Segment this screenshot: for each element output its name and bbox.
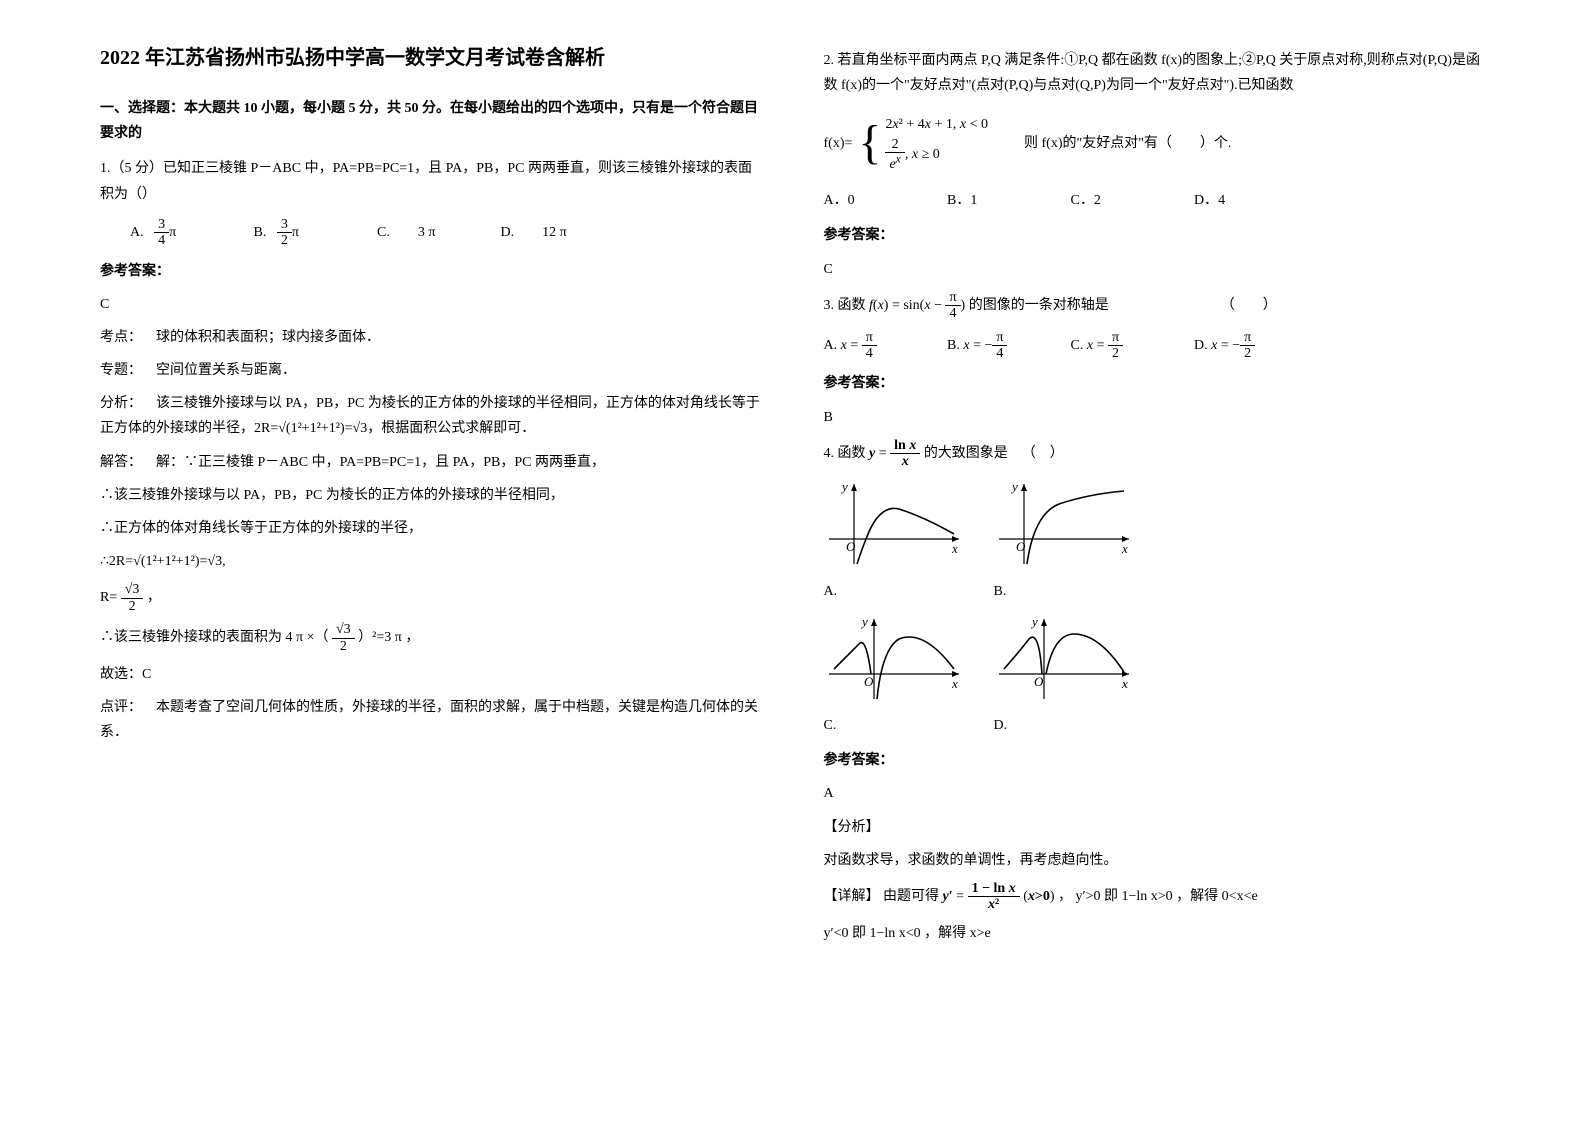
q3-answer: B xyxy=(824,405,1488,430)
q1-optB: B. 32π xyxy=(254,217,374,249)
svg-text:O: O xyxy=(846,539,856,554)
q4-answer-label: 参考答案： xyxy=(824,748,1488,773)
q1-jieda5: R= √32 ， xyxy=(100,582,764,614)
q2-fx: f(x)= { 2x² + 4x + 1, x < 0 2ex, x ≥ 0 则… xyxy=(824,106,1488,180)
page-title: 2022 年江苏省扬州市弘扬中学高一数学文月考试卷含解析 xyxy=(100,40,764,76)
q4-fenxi: 对函数求导，求函数的单调性，再考虑趋向性。 xyxy=(824,848,1488,873)
q1-answer-label: 参考答案： xyxy=(100,259,764,284)
q4-label-a: A. xyxy=(824,579,964,604)
q4-graphs-row2: O x y C. O x y D. xyxy=(824,614,1488,738)
svg-text:x: x xyxy=(1121,676,1128,691)
svg-text:O: O xyxy=(864,674,874,689)
q2-answer: C xyxy=(824,257,1488,282)
q2-options: A．0 B．1 C．2 D．4 xyxy=(824,188,1488,213)
q4-graph-c: O x y xyxy=(824,614,964,704)
q2-stem-a: 2. 若直角坐标平面内两点 P,Q 满足条件:①P,Q 都在函数 f(x)的图象… xyxy=(824,48,1488,98)
q1-optD: D. 12 π xyxy=(501,220,621,245)
q4-graph-d: O x y xyxy=(994,614,1134,704)
q1-stem: 1.（5 分）已知正三棱锥 P－ABC 中，PA=PB=PC=1，且 PA，PB… xyxy=(100,156,764,206)
q1-optC: C. 3 π xyxy=(377,220,497,245)
q3-stem: 3. 函数 f(x) = sin(x − π4) 的图像的一条对称轴是 （ ） xyxy=(824,290,1488,322)
q1-jieda3: ∴正方体的体对角线长等于正方体的外接球的半径， xyxy=(100,516,764,541)
q1-guxuan: 故选：C xyxy=(100,662,764,687)
svg-text:x: x xyxy=(951,676,958,691)
q4-label-b: B. xyxy=(994,579,1134,604)
svg-text:y: y xyxy=(860,614,868,629)
q4-stem: 4. 函数 y = ln xx 的大致图象是 （ ） xyxy=(824,438,1488,470)
q4-label-d: D. xyxy=(994,713,1134,738)
q4-xiangjie: 【详解】 由题可得 y′ = 1 − ln xx² (x>0) ， y′>0 即… xyxy=(824,881,1488,913)
q1-fenxi: 分析： 该三棱锥外接球与以 PA，PB，PC 为棱长的正方体的外接球的半径相同，… xyxy=(100,391,764,441)
q1-jieda1: 解答： 解：∵正三棱锥 P－ABC 中，PA=PB=PC=1，且 PA，PB，P… xyxy=(100,450,764,475)
q4-graphs-row1: O x y A. O x y B. xyxy=(824,479,1488,603)
svg-text:O: O xyxy=(1016,539,1026,554)
part1-header: 一、选择题：本大题共 10 小题，每小题 5 分，共 50 分。在每小题给出的四… xyxy=(100,96,764,146)
svg-text:x: x xyxy=(1121,541,1128,556)
q1-jieda6: ∴该三棱锥外接球的表面积为 4 π ×（ √32 ）²=3 π ， xyxy=(100,622,764,654)
q4-graph-a: O x y xyxy=(824,479,964,569)
q1-optA: A. 34π xyxy=(130,217,250,249)
q1-zhuanti: 专题： 空间位置关系与距离． xyxy=(100,358,764,383)
q2-answer-label: 参考答案： xyxy=(824,223,1488,248)
q1-dianping: 点评： 本题考查了空间几何体的性质，外接球的半径，面积的求解，属于中档题，关键是… xyxy=(100,695,764,745)
q1-kaodian: 考点： 球的体积和表面积；球内接多面体． xyxy=(100,325,764,350)
q3-answer-label: 参考答案： xyxy=(824,371,1488,396)
q1-options: A. 34π B. 32π C. 3 π D. 12 π xyxy=(130,217,764,249)
q1-answer: C xyxy=(100,292,764,317)
q4-answer: A xyxy=(824,781,1488,806)
svg-text:y: y xyxy=(1030,614,1038,629)
q4-xiangjie-c: y′<0 即 1−ln x<0 ，解得 x>e xyxy=(824,921,1488,946)
svg-text:x: x xyxy=(951,541,958,556)
q3-options: A. x = π4 B. x = −π4 C. x = π2 D. x = −π… xyxy=(824,330,1488,362)
q1-jieda4: ∴2R=√(1²+1²+1²)=√3, xyxy=(100,549,764,574)
svg-text:O: O xyxy=(1034,674,1044,689)
svg-text:y: y xyxy=(840,479,848,494)
q4-graph-b: O x y xyxy=(994,479,1134,569)
svg-text:y: y xyxy=(1010,479,1018,494)
q4-label-c: C. xyxy=(824,713,964,738)
q1-jieda2: ∴该三棱锥外接球与以 PA，PB，PC 为棱长的正方体的外接球的半径相同， xyxy=(100,483,764,508)
q4-fenxi-label: 【分析】 xyxy=(824,815,1488,840)
